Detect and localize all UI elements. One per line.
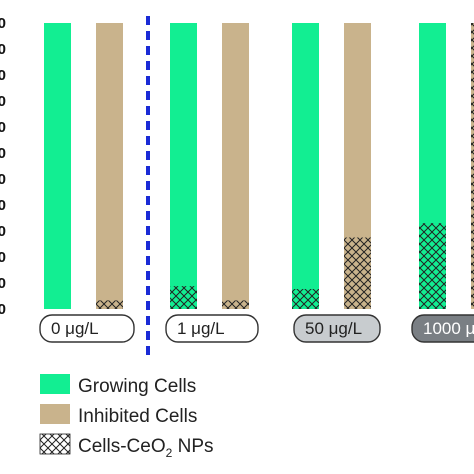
category-label: 0 μg/L — [51, 319, 99, 338]
y-tick-label: 0 — [0, 249, 6, 266]
y-tick-labels: 0 0 0 0 0 0 0 0 0 0 0 0 — [0, 15, 6, 318]
legend: Growing Cells Inhibited Cells Cells-CeO2… — [39, 374, 214, 460]
legend-label-growing: Growing Cells — [78, 376, 196, 397]
bar-growing — [292, 23, 319, 309]
category-label-pill — [39, 314, 135, 343]
category-label: 50 μg/L — [305, 319, 362, 338]
y-tick-label: 0 — [0, 119, 6, 136]
bar-ceo2-inhibited — [471, 23, 474, 309]
y-tick-label: 0 — [0, 67, 6, 84]
bar-inhibited — [96, 23, 123, 309]
legend-label-inhibited: Inhibited Cells — [78, 406, 197, 427]
y-tick-label: 0 — [0, 171, 6, 188]
category-label: 1 μg/L — [177, 319, 225, 338]
legend-swatch-ceo2 — [39, 433, 71, 455]
category-label-pill — [165, 314, 259, 343]
legend-swatch-growing — [40, 374, 70, 394]
y-tick-label: 0 — [0, 15, 6, 32]
y-tick-label: 0 — [0, 275, 6, 292]
bar-growing — [44, 23, 71, 309]
bars — [44, 23, 474, 309]
legend-swatch-inhibited — [40, 404, 70, 424]
bar-growing — [170, 23, 197, 309]
bar-ceo2-growing — [292, 288, 319, 309]
legend-label-ceo2: Cells-CeO2 NPs — [78, 436, 214, 460]
bar-inhibited — [222, 23, 249, 309]
bar-ceo2-growing — [170, 286, 197, 309]
y-tick-label: 0 — [0, 197, 6, 214]
y-tick-label: 0 — [0, 93, 6, 110]
bar-ceo2-inhibited — [96, 300, 123, 309]
bar-ceo2-inhibited — [222, 300, 249, 309]
category-labels: 0 μg/L 1 μg/L 50 μg/L 1000 μg/L — [39, 314, 474, 343]
y-tick-label: 0 — [0, 223, 6, 240]
category-label-pill — [293, 314, 381, 343]
category-label-pill — [411, 314, 474, 343]
y-tick-label: 0 — [0, 41, 6, 58]
y-tick-label: 0 — [0, 301, 6, 318]
bar-ceo2-growing — [419, 223, 446, 309]
bar-ceo2-inhibited — [344, 237, 371, 309]
category-label: 1000 μg/L — [423, 319, 474, 338]
y-tick-label: 0 — [0, 145, 6, 162]
